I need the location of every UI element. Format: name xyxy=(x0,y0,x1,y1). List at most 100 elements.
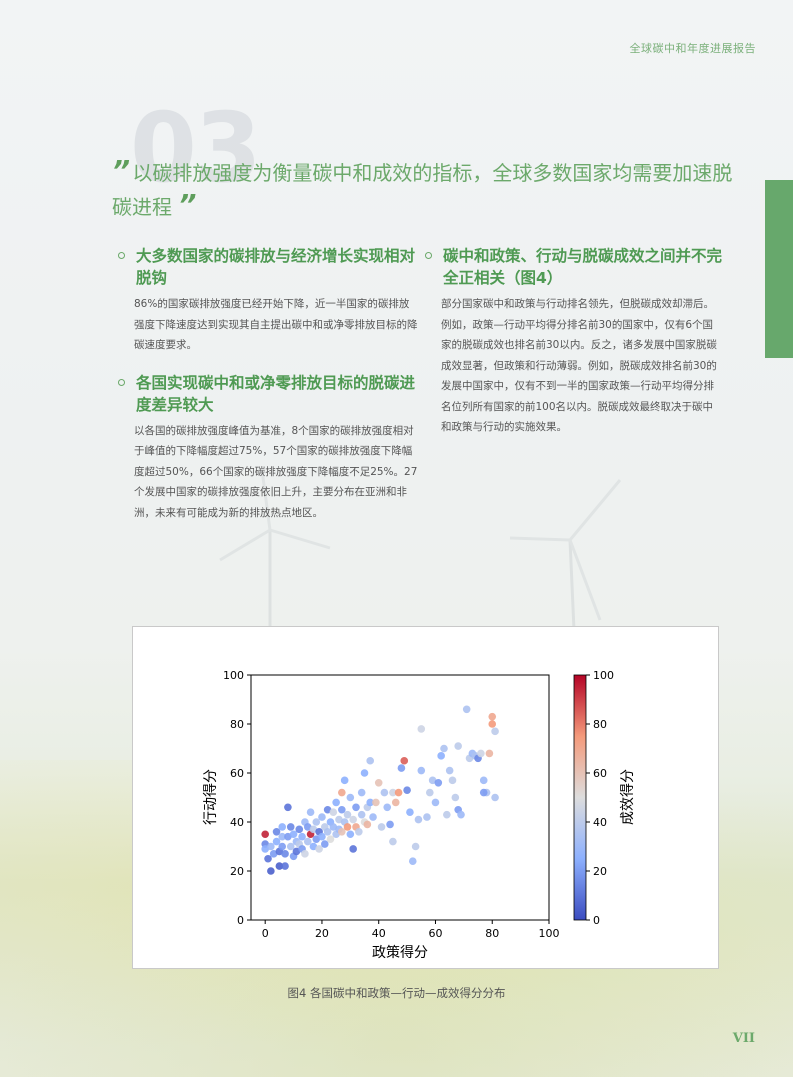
data-point xyxy=(372,798,380,807)
data-point xyxy=(363,820,372,829)
data-point xyxy=(278,842,287,851)
data-point xyxy=(417,766,426,775)
wind-turbine-right-image xyxy=(509,479,622,630)
data-point xyxy=(312,818,321,826)
data-point xyxy=(389,788,397,797)
data-point xyxy=(261,830,269,839)
x-tick-label: 100 xyxy=(539,927,560,940)
data-point xyxy=(369,813,377,821)
data-point xyxy=(357,810,366,819)
scatter-chart: 0 20 40 60 80 100 0 20 40 60 80 100 政策得分 行动得分 0 20 4… xyxy=(202,669,636,961)
data-point xyxy=(315,845,323,853)
data-point xyxy=(400,756,409,765)
data-point xyxy=(286,842,295,851)
y-tick-label: 100 xyxy=(223,669,244,682)
colorbar-tick-label: 60 xyxy=(593,767,607,780)
colorbar-tick-label: 20 xyxy=(593,865,607,878)
data-point xyxy=(377,823,386,831)
data-point xyxy=(355,828,363,836)
data-point xyxy=(281,850,289,858)
wind-turbine-left-image xyxy=(219,470,331,630)
data-point xyxy=(394,788,403,797)
data-point xyxy=(411,842,420,851)
y-tick-label: 0 xyxy=(237,914,244,927)
colorbar-tick-label: 40 xyxy=(593,816,607,829)
x-axis-label: 政策得分 xyxy=(372,944,428,961)
data-point xyxy=(360,769,369,777)
x-tick-label: 60 xyxy=(428,927,442,940)
data-point xyxy=(298,832,306,841)
y-tick-label: 80 xyxy=(230,718,244,731)
data-point xyxy=(431,798,440,807)
data-point xyxy=(275,862,284,870)
chapter-tab xyxy=(765,180,793,358)
x-tick-label: 80 xyxy=(485,927,499,940)
data-point xyxy=(437,752,445,760)
bullet-icon xyxy=(118,252,125,259)
data-point xyxy=(292,847,301,856)
data-point xyxy=(488,712,497,721)
data-point xyxy=(340,776,349,785)
right-column: 碳中和政策、行动与脱碳成效之间并不完全正相关（图4） 部分国家碳中和政策与行动排… xyxy=(425,245,723,438)
data-point xyxy=(286,823,295,831)
y-tick-label: 60 xyxy=(230,767,244,780)
data-point xyxy=(352,803,360,812)
data-point xyxy=(338,788,346,797)
colorbar-tick-label: 80 xyxy=(593,718,607,731)
data-point xyxy=(318,832,326,841)
data-point xyxy=(261,845,269,853)
data-point xyxy=(428,776,437,785)
data-point xyxy=(312,835,321,843)
colorbar-label: 成效得分 xyxy=(619,769,636,825)
data-point xyxy=(366,756,374,765)
data-point xyxy=(397,764,406,772)
data-point xyxy=(303,823,312,831)
data-point xyxy=(440,744,448,753)
data-point xyxy=(267,842,275,851)
bullet-icon xyxy=(118,378,125,386)
data-point xyxy=(301,850,309,858)
data-point xyxy=(329,808,338,816)
data-point xyxy=(391,798,400,807)
data-point xyxy=(309,842,318,851)
data-point xyxy=(329,823,338,831)
data-point xyxy=(491,727,499,736)
data-point xyxy=(423,813,431,821)
data-point xyxy=(457,810,465,819)
data-point xyxy=(406,808,414,816)
data-point xyxy=(488,720,497,728)
data-point xyxy=(323,828,332,836)
bullet-icon xyxy=(425,252,432,259)
data-point xyxy=(272,837,281,846)
data-point xyxy=(309,825,318,834)
data-point xyxy=(491,793,499,802)
data-point xyxy=(448,776,457,785)
data-point xyxy=(318,813,326,821)
x-tick-label: 20 xyxy=(315,927,329,940)
colorbar-tick-label: 0 xyxy=(593,914,600,927)
figure-frame: 0 20 40 60 80 100 0 20 40 60 80 100 政策得分 行动得分 0 20 4… xyxy=(132,626,719,969)
x-tick-label: 0 xyxy=(262,927,269,940)
data-point xyxy=(343,823,352,831)
data-point xyxy=(332,798,340,807)
data-point xyxy=(284,803,292,812)
data-point xyxy=(338,828,346,836)
data-point xyxy=(454,742,462,750)
data-point xyxy=(374,779,383,787)
x-tick-label: 40 xyxy=(372,927,386,940)
data-point xyxy=(389,837,397,846)
data-point xyxy=(278,823,287,831)
data-point xyxy=(346,830,355,839)
data-point xyxy=(386,820,394,829)
data-point xyxy=(338,805,346,814)
report-title: 全球碳中和年度进展报告 xyxy=(629,42,756,55)
data-point xyxy=(366,798,374,807)
data-point xyxy=(426,788,434,797)
data-point xyxy=(346,793,355,802)
data-point xyxy=(443,810,451,819)
data-point xyxy=(320,840,329,848)
data-point xyxy=(264,854,272,863)
y-tick-label: 20 xyxy=(230,865,244,878)
y-tick-label: 40 xyxy=(230,816,244,829)
data-point xyxy=(462,705,471,714)
